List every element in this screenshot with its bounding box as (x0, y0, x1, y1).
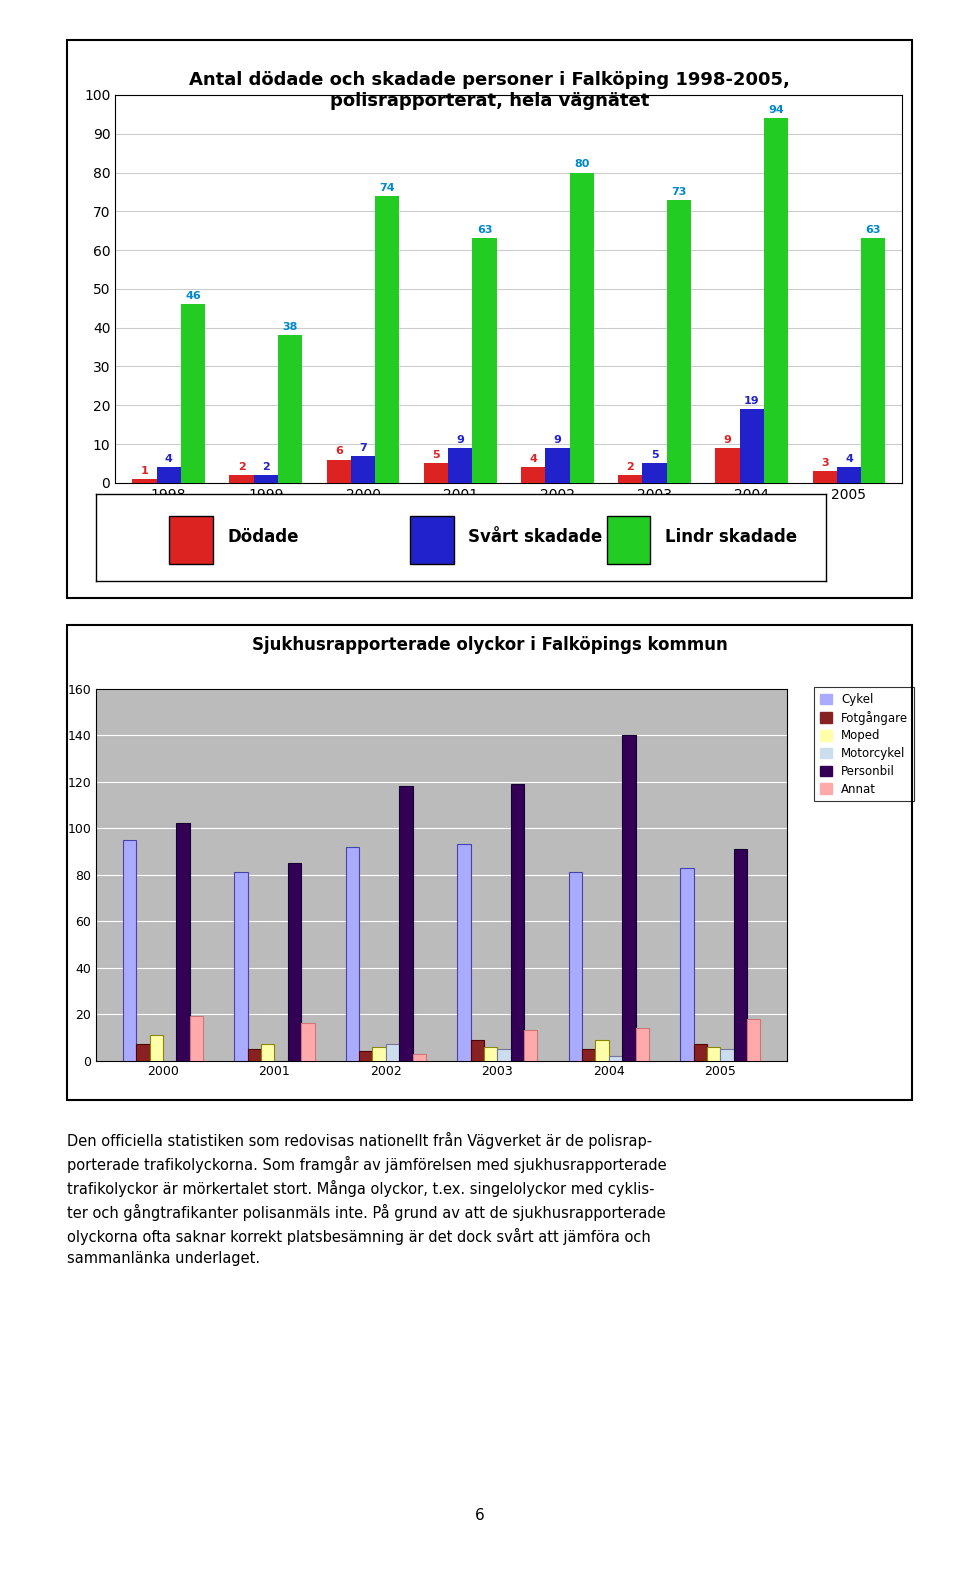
Bar (399, 787, 413, 1061)
Bar (497, 1050, 511, 1061)
Text: 4: 4 (529, 454, 537, 464)
Bar (545, 448, 569, 483)
Text: 73: 73 (671, 187, 686, 196)
Bar (359, 1051, 372, 1061)
Bar (642, 464, 667, 483)
Bar (707, 1046, 720, 1061)
Bar (618, 475, 642, 483)
Bar (470, 1040, 484, 1061)
Bar (301, 1024, 315, 1061)
Text: Antal dödade och skadade personer i Falköping 1998-2005,
polisrapporterat, hela : Antal dödade och skadade personer i Falk… (189, 71, 790, 111)
Text: 80: 80 (574, 160, 589, 169)
FancyBboxPatch shape (607, 516, 651, 564)
Text: 9: 9 (554, 435, 562, 445)
Text: 2: 2 (627, 462, 635, 472)
Text: 5: 5 (651, 450, 659, 461)
Bar (372, 1046, 386, 1061)
Bar (261, 1045, 275, 1061)
Bar (253, 475, 278, 483)
Text: 6: 6 (475, 1509, 485, 1523)
Bar (132, 480, 156, 483)
Text: 1: 1 (140, 465, 148, 476)
Bar (448, 448, 472, 483)
Bar (177, 823, 190, 1061)
Bar (667, 199, 691, 483)
Text: 38: 38 (282, 323, 298, 332)
Bar (715, 448, 739, 483)
Bar (234, 872, 248, 1061)
Bar (595, 1040, 609, 1061)
Bar (180, 304, 205, 483)
Bar (569, 173, 594, 483)
Text: 9: 9 (456, 435, 464, 445)
Text: Svårt skadade: Svårt skadade (468, 529, 602, 546)
Bar (524, 1031, 538, 1061)
Bar (229, 475, 253, 483)
Bar (609, 1056, 622, 1061)
Bar (764, 119, 788, 483)
Text: 2: 2 (238, 462, 246, 472)
Text: 3: 3 (821, 457, 828, 469)
Text: Sjukhusrapporterade olyckor i Falköpings kommun: Sjukhusrapporterade olyckor i Falköpings… (252, 636, 728, 654)
Bar (350, 456, 375, 483)
Bar (568, 872, 582, 1061)
Bar (484, 1046, 497, 1061)
Text: 9: 9 (724, 435, 732, 445)
Bar (375, 196, 399, 483)
Bar (861, 239, 885, 483)
Bar (472, 239, 496, 483)
FancyBboxPatch shape (410, 516, 453, 564)
Bar (136, 1045, 150, 1061)
Bar (123, 839, 136, 1061)
Bar (386, 1045, 399, 1061)
Bar (457, 844, 470, 1061)
Text: 94: 94 (768, 104, 784, 116)
Bar (622, 735, 636, 1061)
Text: 46: 46 (185, 291, 201, 301)
Bar (511, 784, 524, 1061)
Text: 74: 74 (379, 182, 396, 193)
Bar (423, 464, 448, 483)
Bar (739, 408, 764, 483)
Bar (693, 1045, 707, 1061)
Bar (521, 467, 545, 483)
Text: 7: 7 (359, 443, 367, 453)
Bar (248, 1050, 261, 1061)
Legend: Cykel, Fotgångare, Moped, Motorcykel, Personbil, Annat: Cykel, Fotgångare, Moped, Motorcykel, Pe… (814, 687, 914, 801)
Bar (837, 467, 861, 483)
Text: 19: 19 (744, 396, 759, 405)
Text: 5: 5 (432, 450, 440, 461)
Text: Lindr skadade: Lindr skadade (665, 529, 797, 546)
Text: 2: 2 (262, 462, 270, 472)
Bar (326, 459, 350, 483)
Bar (582, 1050, 595, 1061)
Text: 4: 4 (845, 454, 852, 464)
Bar (636, 1027, 649, 1061)
Text: 63: 63 (866, 225, 881, 236)
Text: 63: 63 (477, 225, 492, 236)
Bar (156, 467, 180, 483)
Bar (346, 847, 359, 1061)
FancyBboxPatch shape (169, 516, 213, 564)
Bar (150, 1035, 163, 1061)
Bar (288, 863, 301, 1061)
Text: Den officiella statistiken som redovisas nationellt från Vägverket är de polisra: Den officiella statistiken som redovisas… (67, 1132, 667, 1266)
Text: Dödade: Dödade (228, 529, 299, 546)
Bar (812, 472, 837, 483)
Bar (681, 867, 693, 1061)
Text: 6: 6 (335, 446, 343, 456)
Bar (190, 1016, 203, 1061)
Bar (720, 1050, 733, 1061)
Bar (747, 1019, 760, 1061)
Bar (413, 1054, 426, 1061)
Bar (278, 336, 302, 483)
Text: 4: 4 (165, 454, 173, 464)
Bar (733, 848, 747, 1061)
